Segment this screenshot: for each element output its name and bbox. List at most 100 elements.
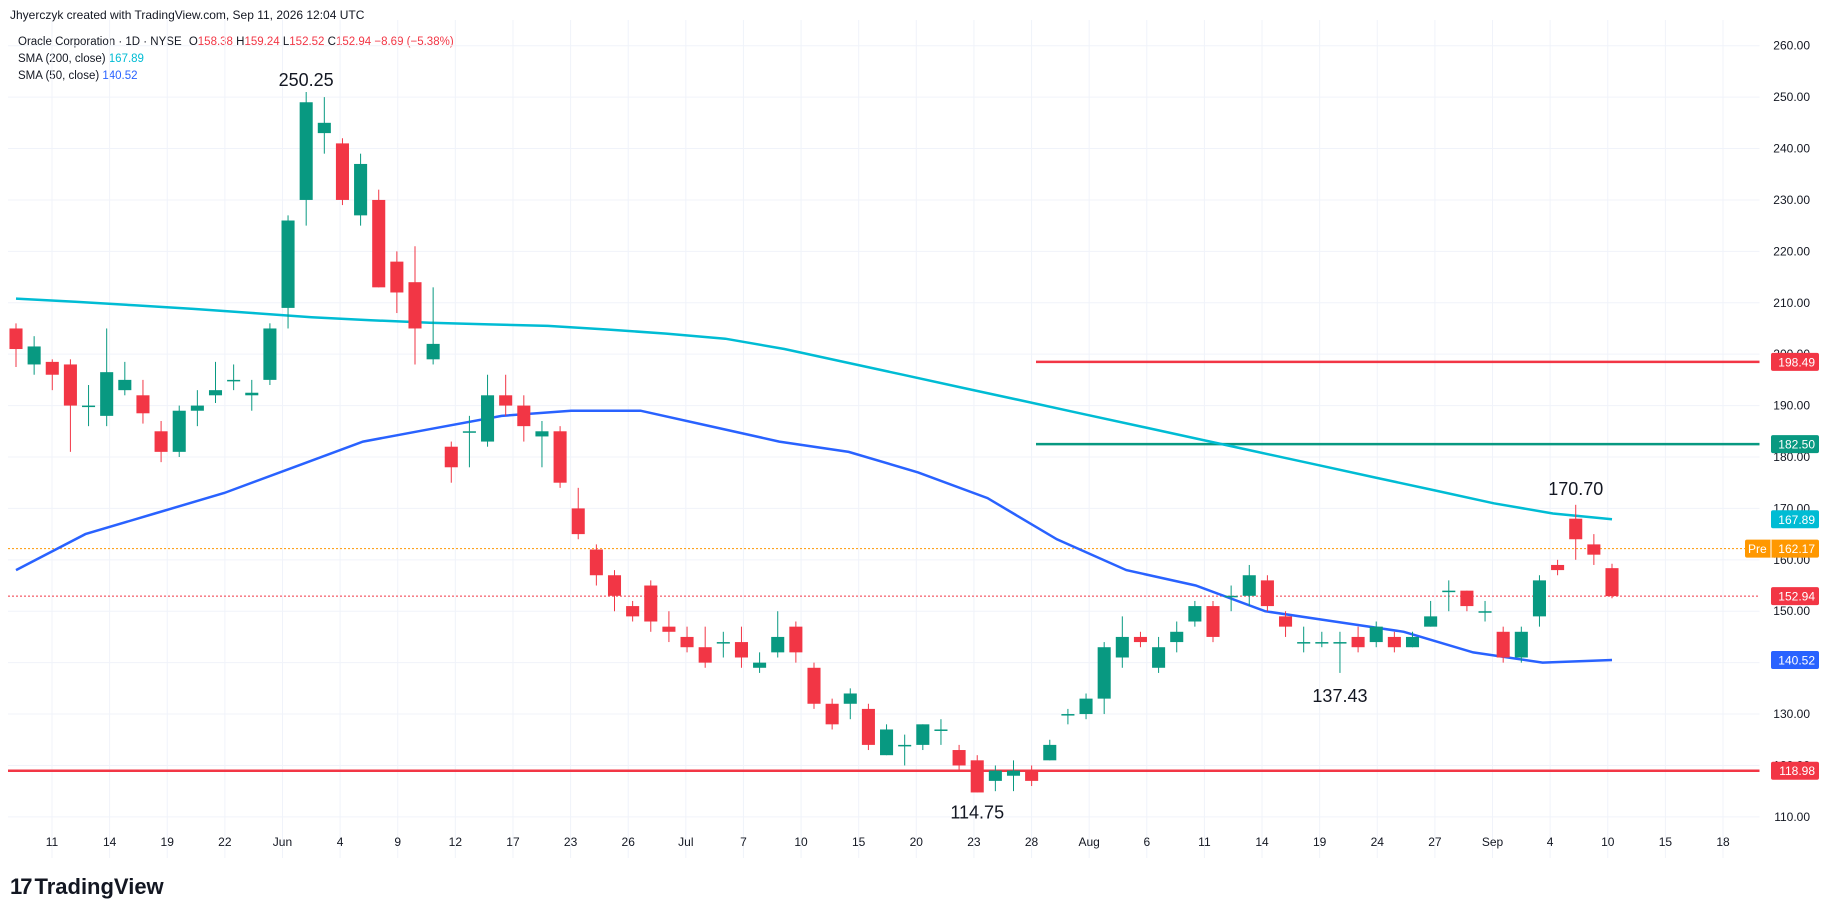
candle-body — [1260, 580, 1274, 607]
candle-body — [45, 361, 59, 375]
sma200-value: 167.89 — [108, 53, 144, 65]
tradingview-brand-name: TradingView — [34, 874, 164, 899]
candle-body — [245, 392, 259, 396]
x-tick-label: 12 — [449, 835, 463, 849]
candle-body — [553, 431, 567, 483]
sma200-label[interactable]: SMA (200, close) — [18, 53, 106, 65]
candle-body — [1460, 590, 1474, 607]
y-tick-label: 130.00 — [1773, 707, 1810, 721]
sma200-line — [15, 297, 1613, 521]
y-tick-label: 220.00 — [1773, 244, 1810, 258]
x-tick-label: 7 — [740, 835, 747, 849]
candle-body — [299, 102, 313, 200]
candle-body — [880, 729, 894, 756]
x-tick-label: 28 — [1025, 835, 1039, 849]
sma50-value: 140.52 — [102, 70, 138, 82]
candle-body — [934, 729, 948, 731]
candle-body — [843, 693, 857, 704]
symbol-name[interactable]: Oracle Corporation · 1D · NYSE — [18, 36, 182, 48]
sma50-label[interactable]: SMA (50, close) — [18, 70, 100, 82]
candle-body — [317, 122, 331, 134]
tradingview-logo[interactable]: 17 TradingView — [10, 874, 164, 900]
candle-body — [753, 662, 767, 668]
candle-body — [1387, 636, 1401, 648]
x-tick-label: 4 — [1547, 835, 1554, 849]
last-price-tag-bg — [1771, 587, 1819, 606]
candle-body — [1297, 642, 1311, 644]
candle-body — [281, 220, 295, 308]
candle-body — [626, 606, 640, 617]
candle-body — [1569, 518, 1583, 540]
candle-body — [1079, 698, 1093, 715]
candle-body — [136, 395, 150, 414]
high-value: 159.24 — [244, 36, 280, 48]
candle-body — [1405, 636, 1420, 648]
candle-body — [734, 642, 748, 658]
x-tick-label: 26 — [622, 835, 636, 849]
candle-body — [100, 372, 114, 416]
candle-body — [1206, 606, 1220, 637]
x-tick-label: 22 — [218, 835, 232, 849]
y-tick-label: 190.00 — [1773, 399, 1810, 413]
candle-body — [1514, 631, 1528, 658]
sma200-legend-row[interactable]: SMA (200, close) 167.89 — [18, 51, 454, 68]
x-tick-label: Sep — [1482, 835, 1504, 849]
price-annotation: 137.43 — [1312, 686, 1367, 706]
tradingview-logo-icon: 17 — [10, 874, 33, 899]
x-tick-label: 15 — [1659, 835, 1673, 849]
candle-body — [861, 708, 875, 745]
x-tick-label: 14 — [1255, 835, 1269, 849]
level-price-tag: 182.50 — [1778, 438, 1815, 452]
candle-body — [1043, 744, 1057, 761]
y-tick-label: 180.00 — [1773, 450, 1810, 464]
close-value: 152.94 — [335, 36, 372, 48]
x-tick-label: 17 — [506, 835, 520, 849]
y-tick-label: 260.00 — [1773, 39, 1810, 53]
x-tick-label: 23 — [564, 835, 578, 849]
candle-body — [1442, 590, 1456, 593]
candle-body — [118, 379, 132, 391]
close-label: C — [327, 36, 336, 48]
sma50-price-tag-bg — [1771, 650, 1819, 669]
candle-body — [716, 642, 730, 644]
candle-body — [354, 163, 368, 216]
level-price-tag: 198.49 — [1778, 355, 1815, 369]
x-tick-label: 23 — [967, 835, 981, 849]
candle-body — [789, 626, 803, 653]
y-tick-label: 250.00 — [1773, 90, 1810, 104]
x-tick-label: 20 — [910, 835, 924, 849]
pre-market-label: Pre — [1748, 542, 1767, 556]
candle-body — [372, 199, 386, 288]
level-price-tag-bg — [1771, 435, 1819, 454]
x-tick-label: 14 — [103, 835, 117, 849]
price-annotation: 114.75 — [950, 802, 1004, 822]
x-tick-label: 11 — [46, 835, 59, 849]
candle-body — [63, 364, 77, 406]
candle-body — [916, 724, 930, 745]
candle-body — [1188, 606, 1202, 622]
low-label: L — [282, 36, 290, 48]
chart-attribution: Jhyerczyk created with TradingView.com, … — [10, 8, 365, 22]
candle-body — [1551, 564, 1565, 571]
candle-body — [1315, 642, 1329, 644]
candle-body — [1532, 580, 1546, 617]
candle-body — [1242, 575, 1256, 596]
candle-body — [481, 395, 495, 442]
candle-body — [390, 261, 404, 293]
sma50-line — [15, 409, 1613, 664]
sma50-price-tag: 140.52 — [1778, 653, 1815, 667]
open-value: 158.38 — [197, 36, 233, 48]
candle-body — [644, 585, 658, 622]
ohlc-row[interactable]: Oracle Corporation · 1D · NYSE O158.38 H… — [18, 34, 454, 51]
price-annotation: 170.70 — [1548, 479, 1603, 499]
candle-body — [1152, 647, 1166, 668]
candle-body — [680, 636, 694, 648]
candle-body — [335, 143, 349, 200]
candle-body — [82, 405, 96, 408]
x-tick-label: 10 — [1601, 835, 1615, 849]
x-tick-label: 19 — [161, 835, 175, 849]
candle-body — [462, 431, 476, 433]
candle-body — [1424, 616, 1438, 627]
sma50-legend-row[interactable]: SMA (50, close) 140.52 — [18, 68, 454, 85]
